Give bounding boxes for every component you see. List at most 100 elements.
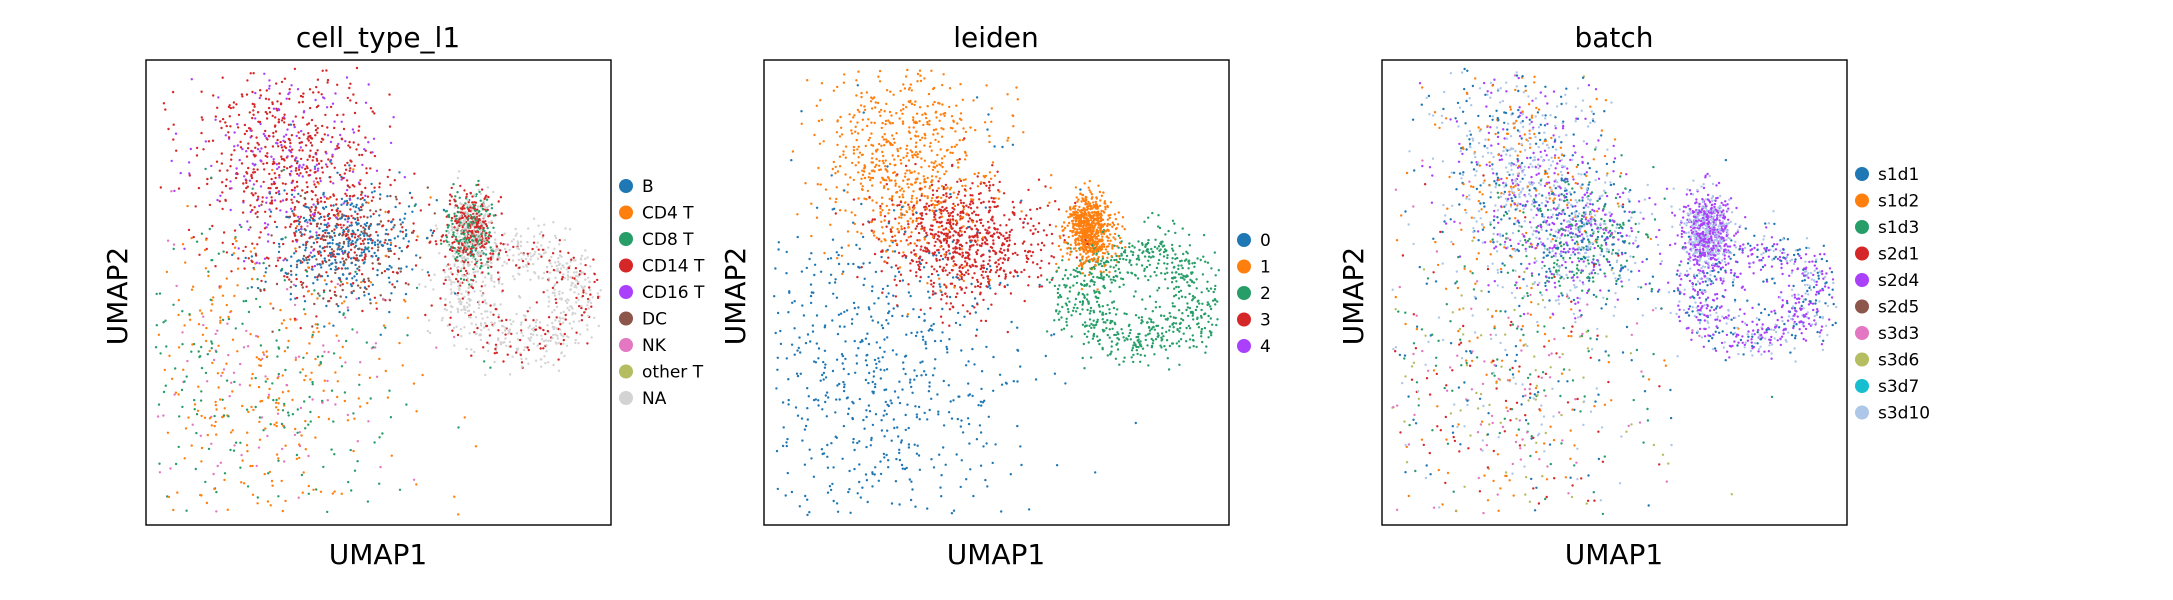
umap-point xyxy=(957,234,959,236)
umap-point xyxy=(852,438,854,440)
umap-point xyxy=(300,434,302,436)
umap-point xyxy=(538,249,540,251)
umap-point xyxy=(846,397,848,399)
umap-point xyxy=(282,374,284,376)
umap-point xyxy=(497,271,499,273)
umap-point xyxy=(593,281,595,283)
umap-point xyxy=(307,132,309,134)
umap-point xyxy=(543,252,545,254)
umap-point xyxy=(911,210,913,212)
umap-point xyxy=(581,255,583,257)
umap-point xyxy=(400,267,402,269)
umap-point xyxy=(281,158,283,160)
umap-point xyxy=(560,334,562,336)
umap-point xyxy=(278,166,280,168)
umap-point xyxy=(893,427,895,429)
umap-point xyxy=(219,200,221,202)
umap-point xyxy=(330,204,332,206)
umap-point xyxy=(542,234,544,236)
umap-point xyxy=(310,206,312,208)
umap-point xyxy=(573,257,575,259)
umap-point xyxy=(314,265,316,267)
umap-point xyxy=(324,133,326,135)
umap-point xyxy=(478,210,480,212)
umap-point xyxy=(405,266,407,268)
umap-point xyxy=(473,290,475,292)
umap-point xyxy=(1026,261,1028,263)
umap-point xyxy=(281,146,283,148)
umap-point xyxy=(541,277,543,279)
umap-point xyxy=(468,230,470,232)
umap-point xyxy=(520,329,522,331)
umap-point xyxy=(354,236,356,238)
umap-point xyxy=(248,311,250,313)
umap-point xyxy=(469,316,471,318)
umap-point xyxy=(577,299,579,301)
umap-point xyxy=(1109,312,1111,314)
umap-point xyxy=(291,134,293,136)
umap-point xyxy=(846,191,848,193)
umap-point xyxy=(495,346,497,348)
umap-point xyxy=(163,102,165,104)
umap-point xyxy=(956,292,958,294)
umap-point xyxy=(229,449,231,451)
umap-point xyxy=(264,427,266,429)
umap-point xyxy=(401,226,403,228)
umap-point xyxy=(270,211,272,213)
umap-point xyxy=(283,116,285,118)
umap-point xyxy=(570,276,572,278)
umap-point xyxy=(215,351,217,353)
umap-point xyxy=(269,303,271,305)
umap-point xyxy=(246,432,248,434)
umap-point xyxy=(463,207,465,209)
umap-point xyxy=(493,281,495,283)
umap-point xyxy=(1008,218,1010,220)
umap-point xyxy=(333,352,335,354)
umap-point xyxy=(464,202,466,204)
umap-point xyxy=(504,333,506,335)
umap-point xyxy=(258,446,260,448)
umap-point xyxy=(310,372,312,374)
umap-point xyxy=(336,84,338,86)
umap-point xyxy=(472,257,474,259)
umap-point xyxy=(973,363,975,365)
umap-point xyxy=(327,158,329,160)
umap-point xyxy=(372,213,374,215)
umap-point xyxy=(797,415,799,417)
umap-point xyxy=(297,220,299,222)
umap-point xyxy=(300,158,302,160)
umap-point xyxy=(286,98,288,100)
umap-point xyxy=(917,135,919,137)
umap-point xyxy=(1046,279,1048,281)
umap-point xyxy=(358,125,360,127)
umap-point xyxy=(381,225,383,227)
umap-point xyxy=(463,230,465,232)
umap-point xyxy=(310,246,312,248)
umap-point xyxy=(566,268,568,270)
umap-point xyxy=(360,216,362,218)
umap-point xyxy=(592,296,594,298)
umap-point xyxy=(360,209,362,211)
umap-point xyxy=(354,112,356,114)
umap-point xyxy=(348,87,350,89)
umap-point xyxy=(494,352,496,354)
umap-point xyxy=(578,320,580,322)
umap-point xyxy=(1215,324,1217,326)
umap-point xyxy=(883,369,885,371)
umap-point xyxy=(476,223,478,225)
umap-point xyxy=(509,373,511,375)
umap-point xyxy=(322,138,324,140)
umap-point xyxy=(269,215,271,217)
umap-point xyxy=(202,148,204,150)
umap-point xyxy=(490,235,492,237)
umap-point xyxy=(489,252,491,254)
umap-point xyxy=(1062,255,1064,257)
umap-point xyxy=(298,223,300,225)
umap-point xyxy=(491,203,493,205)
umap-point xyxy=(306,221,308,223)
umap-point xyxy=(272,307,274,309)
umap-point xyxy=(988,181,990,183)
umap-point xyxy=(505,345,507,347)
umap-point xyxy=(230,431,232,433)
umap-point xyxy=(581,314,583,316)
